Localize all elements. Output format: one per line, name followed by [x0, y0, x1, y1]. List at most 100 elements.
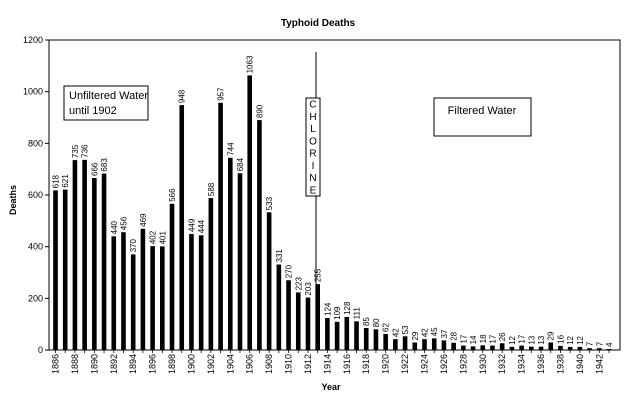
bar-1943 [606, 348, 612, 350]
bar-1887 [62, 189, 68, 350]
data-label-1904: 744 [226, 142, 235, 156]
x-tick-label: 1894 [128, 354, 138, 374]
x-tick-label: 1886 [51, 354, 61, 374]
data-label-1915: 109 [333, 306, 342, 320]
bar-1922 [402, 336, 408, 350]
bar-1928 [461, 345, 466, 350]
bar-1894 [130, 254, 136, 350]
data-label-1924: 42 [421, 328, 430, 337]
data-label-1897: 401 [158, 231, 167, 245]
data-label-1936: 13 [537, 335, 546, 344]
unfiltered-label-line2: until 1902 [69, 105, 117, 117]
bar-1941 [587, 348, 592, 350]
data-label-1937: 29 [547, 331, 556, 340]
bar-1926 [441, 340, 447, 350]
bar-1910 [286, 280, 291, 350]
data-label-1888: 735 [71, 144, 80, 158]
x-tick-label: 1912 [303, 354, 313, 374]
bar-1934 [519, 345, 524, 350]
data-label-1911: 223 [294, 276, 303, 290]
bar-1891 [101, 173, 107, 350]
bar-1918 [363, 328, 369, 350]
x-tick-label: 1906 [245, 354, 255, 374]
filtered-box [433, 97, 532, 137]
chlorine-letter: C [309, 100, 316, 111]
bar-1924 [422, 339, 427, 350]
bar-1909 [276, 264, 282, 350]
data-label-1923: 29 [411, 331, 420, 340]
chlorine-letter: N [309, 173, 316, 184]
bar-1933 [509, 346, 515, 350]
data-label-1931: 17 [488, 334, 497, 343]
bar-1927 [451, 342, 456, 350]
x-axis-title: Year [321, 382, 341, 392]
data-label-1925: 45 [430, 327, 439, 336]
bar-1935 [529, 346, 534, 350]
chlorine-letter: L [310, 124, 316, 135]
chart-title: Typhoid Deaths [281, 18, 356, 29]
bar-1939 [567, 346, 573, 350]
bar-1888 [72, 160, 78, 350]
x-tick-label: 1896 [148, 354, 158, 374]
data-label-1895: 469 [139, 213, 148, 227]
chlorine-letter: H [309, 112, 316, 123]
bar-1902 [208, 198, 214, 350]
data-label-1934: 17 [518, 334, 527, 343]
chlorine-letter: I [312, 161, 315, 172]
x-tick-label: 1918 [361, 354, 371, 374]
bar-1905 [237, 173, 243, 350]
x-tick-label: 1934 [517, 354, 527, 374]
y-tick-label: 1000 [23, 87, 43, 97]
data-label-1939: 12 [566, 335, 575, 344]
bar-1893 [121, 232, 126, 350]
unfiltered-label-line1: Unfiltered Water [69, 90, 148, 102]
data-label-1940: 12 [576, 335, 585, 344]
data-label-1912: 203 [304, 282, 313, 296]
data-label-1942: 7 [595, 341, 604, 346]
x-tick-label: 1890 [89, 354, 99, 374]
data-label-1920: 62 [382, 323, 391, 332]
data-label-1938: 16 [556, 334, 565, 343]
y-tick-label: 200 [28, 293, 43, 303]
data-label-1917: 111 [353, 307, 362, 320]
x-tick-label: 1932 [497, 354, 507, 374]
x-tick-label: 1892 [109, 354, 119, 374]
bar-1907 [257, 120, 262, 350]
data-label-1896: 402 [149, 230, 158, 244]
data-label-1926: 37 [440, 329, 449, 338]
chlorine-box [305, 97, 321, 197]
bar-1916 [344, 316, 350, 350]
data-label-1899: 948 [178, 89, 187, 103]
bar-1911 [295, 292, 301, 350]
x-tick-label: 1938 [555, 354, 565, 374]
unfiltered-box [63, 85, 149, 121]
x-tick-label: 1922 [400, 354, 410, 374]
bar-1919 [373, 329, 379, 350]
bar-1912 [305, 297, 311, 350]
data-label-1935: 13 [527, 335, 536, 344]
data-label-1892: 440 [110, 220, 119, 234]
data-label-1898: 566 [168, 188, 177, 202]
data-label-1908: 533 [265, 196, 274, 210]
bar-1908 [266, 212, 272, 350]
x-tick-label: 1888 [70, 354, 80, 374]
chlorine-letter: O [309, 136, 317, 147]
bar-1886 [53, 190, 58, 350]
data-label-1910: 270 [285, 264, 294, 278]
bar-1920 [383, 333, 388, 350]
bar-1936 [538, 346, 544, 350]
chlorine-letter: E [310, 185, 317, 196]
x-tick-label: 1908 [264, 354, 274, 374]
y-tick-label: 1200 [23, 35, 43, 45]
data-label-1918: 85 [362, 317, 371, 326]
data-label-1941: 7 [586, 341, 595, 346]
data-label-1929: 14 [469, 335, 478, 344]
bar-1900 [189, 234, 194, 350]
bar-1906 [247, 75, 253, 351]
x-tick-label: 1928 [458, 354, 468, 374]
data-label-1919: 80 [372, 318, 381, 327]
y-axis-title: Deaths [8, 185, 18, 215]
x-tick-label: 1926 [439, 354, 449, 374]
